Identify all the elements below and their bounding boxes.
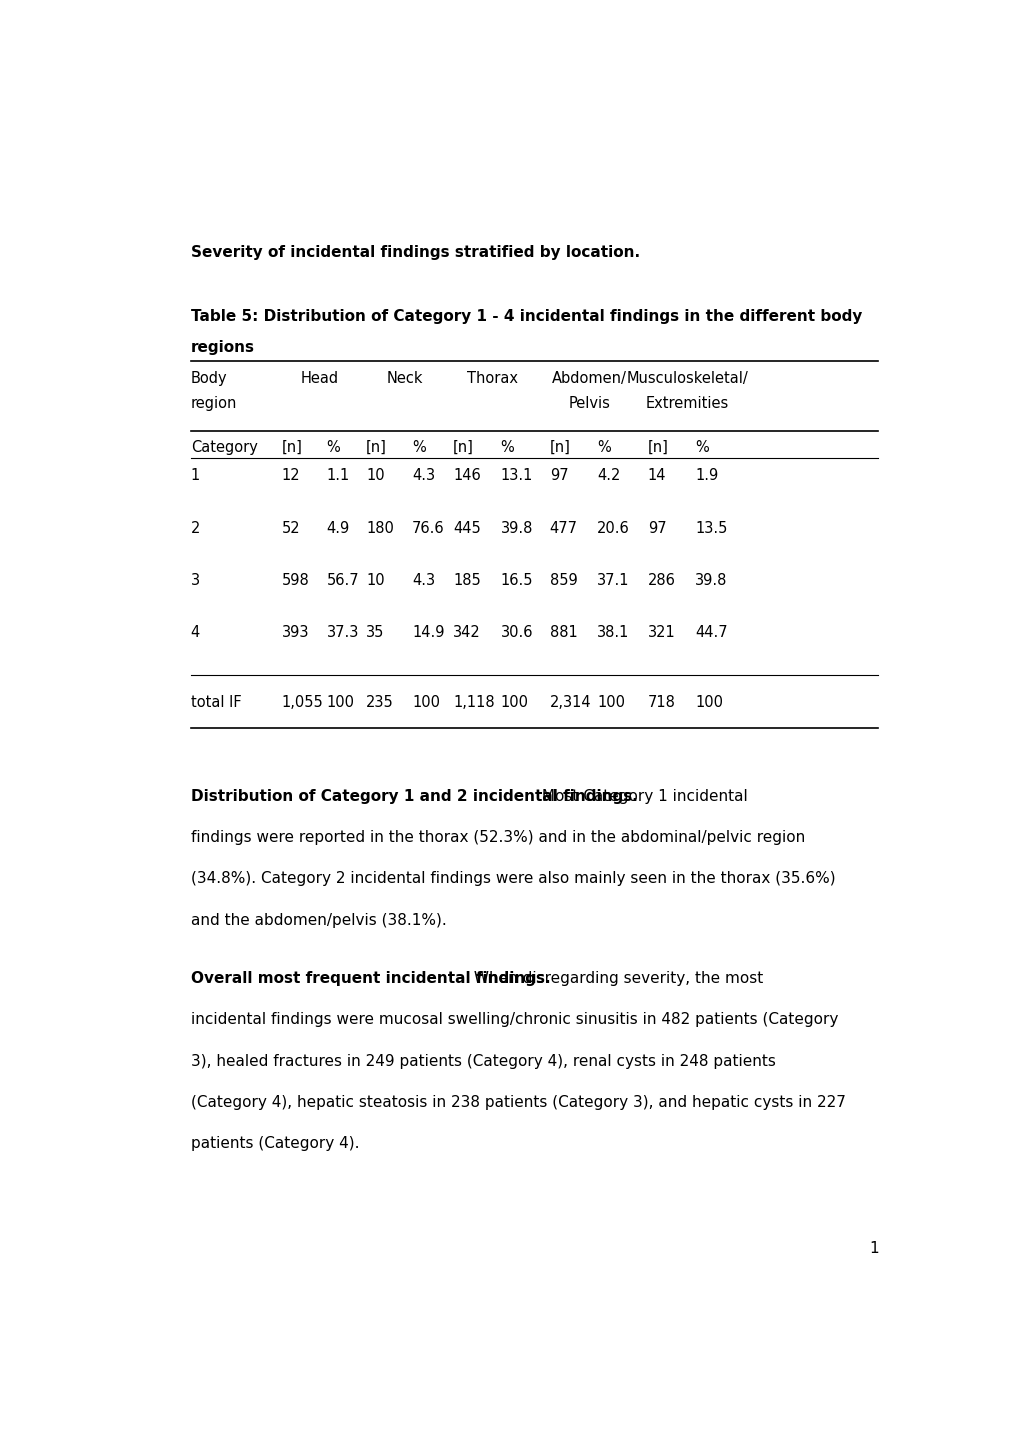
Text: 56.7: 56.7 xyxy=(326,572,359,588)
Text: 100: 100 xyxy=(326,695,355,709)
Text: 14.9: 14.9 xyxy=(412,624,444,640)
Text: 445: 445 xyxy=(452,521,481,535)
Text: Overall most frequent incidental findings.: Overall most frequent incidental finding… xyxy=(191,972,550,986)
Text: (34.8%). Category 2 incidental findings were also mainly seen in the thorax (35.: (34.8%). Category 2 incidental findings … xyxy=(191,871,835,887)
Text: Body: Body xyxy=(191,371,227,385)
Text: 14: 14 xyxy=(647,469,665,483)
Text: 10: 10 xyxy=(366,469,384,483)
Text: regions: regions xyxy=(191,339,255,355)
Text: 37.1: 37.1 xyxy=(596,572,629,588)
Text: 4.3: 4.3 xyxy=(412,572,435,588)
Text: (Category 4), hepatic steatosis in 238 patients (Category 3), and hepatic cysts : (Category 4), hepatic steatosis in 238 p… xyxy=(191,1094,845,1110)
Text: [n]: [n] xyxy=(366,440,387,454)
Text: %: % xyxy=(326,440,340,454)
Text: Abdomen/: Abdomen/ xyxy=(551,371,626,385)
Text: 100: 100 xyxy=(596,695,625,709)
Text: 30.6: 30.6 xyxy=(500,624,533,640)
Text: 4.2: 4.2 xyxy=(596,469,620,483)
Text: Most Category 1 incidental: Most Category 1 incidental xyxy=(537,789,747,805)
Text: 97: 97 xyxy=(549,469,568,483)
Text: 3: 3 xyxy=(191,572,200,588)
Text: 1.9: 1.9 xyxy=(694,469,717,483)
Text: 76.6: 76.6 xyxy=(412,521,444,535)
Text: 881: 881 xyxy=(549,624,577,640)
Text: 37.3: 37.3 xyxy=(326,624,359,640)
Text: 100: 100 xyxy=(412,695,439,709)
Text: [n]: [n] xyxy=(452,440,474,454)
Text: 52: 52 xyxy=(281,521,300,535)
Text: patients (Category 4).: patients (Category 4). xyxy=(191,1136,359,1151)
Text: 3), healed fractures in 249 patients (Category 4), renal cysts in 248 patients: 3), healed fractures in 249 patients (Ca… xyxy=(191,1054,774,1069)
Text: Extremities: Extremities xyxy=(645,397,729,411)
Text: 13.5: 13.5 xyxy=(694,521,727,535)
Text: 477: 477 xyxy=(549,521,577,535)
Text: Thorax: Thorax xyxy=(467,371,518,385)
Text: total IF: total IF xyxy=(191,695,242,709)
Text: 100: 100 xyxy=(694,695,722,709)
Text: %: % xyxy=(596,440,610,454)
Text: region: region xyxy=(191,397,236,411)
Text: Distribution of Category 1 and 2 incidental findings.: Distribution of Category 1 and 2 inciden… xyxy=(191,789,637,805)
Text: 393: 393 xyxy=(281,624,309,640)
Text: %: % xyxy=(694,440,708,454)
Text: When disregarding severity, the most: When disregarding severity, the most xyxy=(469,972,763,986)
Text: 235: 235 xyxy=(366,695,393,709)
Text: 286: 286 xyxy=(647,572,675,588)
Text: Pelvis: Pelvis xyxy=(568,397,609,411)
Text: findings were reported in the thorax (52.3%) and in the abdominal/pelvic region: findings were reported in the thorax (52… xyxy=(191,831,804,845)
Text: 146: 146 xyxy=(452,469,481,483)
Text: 16.5: 16.5 xyxy=(500,572,533,588)
Text: and the abdomen/pelvis (38.1%).: and the abdomen/pelvis (38.1%). xyxy=(191,913,446,927)
Text: 180: 180 xyxy=(366,521,393,535)
Text: incidental findings were mucosal swelling/chronic sinusitis in 482 patients (Cat: incidental findings were mucosal swellin… xyxy=(191,1012,838,1028)
Text: Neck: Neck xyxy=(386,371,423,385)
Text: Musculoskeletal/: Musculoskeletal/ xyxy=(626,371,747,385)
Text: 35: 35 xyxy=(366,624,384,640)
Text: 598: 598 xyxy=(281,572,309,588)
Text: 97: 97 xyxy=(647,521,665,535)
Text: 1,055: 1,055 xyxy=(281,695,323,709)
Text: 13.1: 13.1 xyxy=(500,469,533,483)
Text: 2: 2 xyxy=(191,521,200,535)
Text: [n]: [n] xyxy=(281,440,303,454)
Text: 1,118: 1,118 xyxy=(452,695,494,709)
Text: Category: Category xyxy=(191,440,258,454)
Text: 1: 1 xyxy=(191,469,200,483)
Text: [n]: [n] xyxy=(549,440,570,454)
Text: 342: 342 xyxy=(452,624,481,640)
Text: 718: 718 xyxy=(647,695,675,709)
Text: 859: 859 xyxy=(549,572,577,588)
Text: 4.9: 4.9 xyxy=(326,521,350,535)
Text: 38.1: 38.1 xyxy=(596,624,629,640)
Text: 4.3: 4.3 xyxy=(412,469,435,483)
Text: Head: Head xyxy=(301,371,338,385)
Text: 12: 12 xyxy=(281,469,300,483)
Text: 100: 100 xyxy=(500,695,528,709)
Text: Table 5: Distribution of Category 1 - 4 incidental findings in the different bod: Table 5: Distribution of Category 1 - 4 … xyxy=(191,309,861,323)
Text: 1.1: 1.1 xyxy=(326,469,350,483)
Text: Severity of incidental findings stratified by location.: Severity of incidental findings stratifi… xyxy=(191,245,639,260)
Text: 44.7: 44.7 xyxy=(694,624,727,640)
Text: 185: 185 xyxy=(452,572,481,588)
Text: 321: 321 xyxy=(647,624,675,640)
Text: 4: 4 xyxy=(191,624,200,640)
Text: 2,314: 2,314 xyxy=(549,695,591,709)
Text: 39.8: 39.8 xyxy=(694,572,727,588)
Text: 39.8: 39.8 xyxy=(500,521,533,535)
Text: %: % xyxy=(500,440,514,454)
Text: %: % xyxy=(412,440,425,454)
Text: [n]: [n] xyxy=(647,440,667,454)
Text: 20.6: 20.6 xyxy=(596,521,629,535)
Text: 1: 1 xyxy=(868,1240,877,1256)
Text: 10: 10 xyxy=(366,572,384,588)
